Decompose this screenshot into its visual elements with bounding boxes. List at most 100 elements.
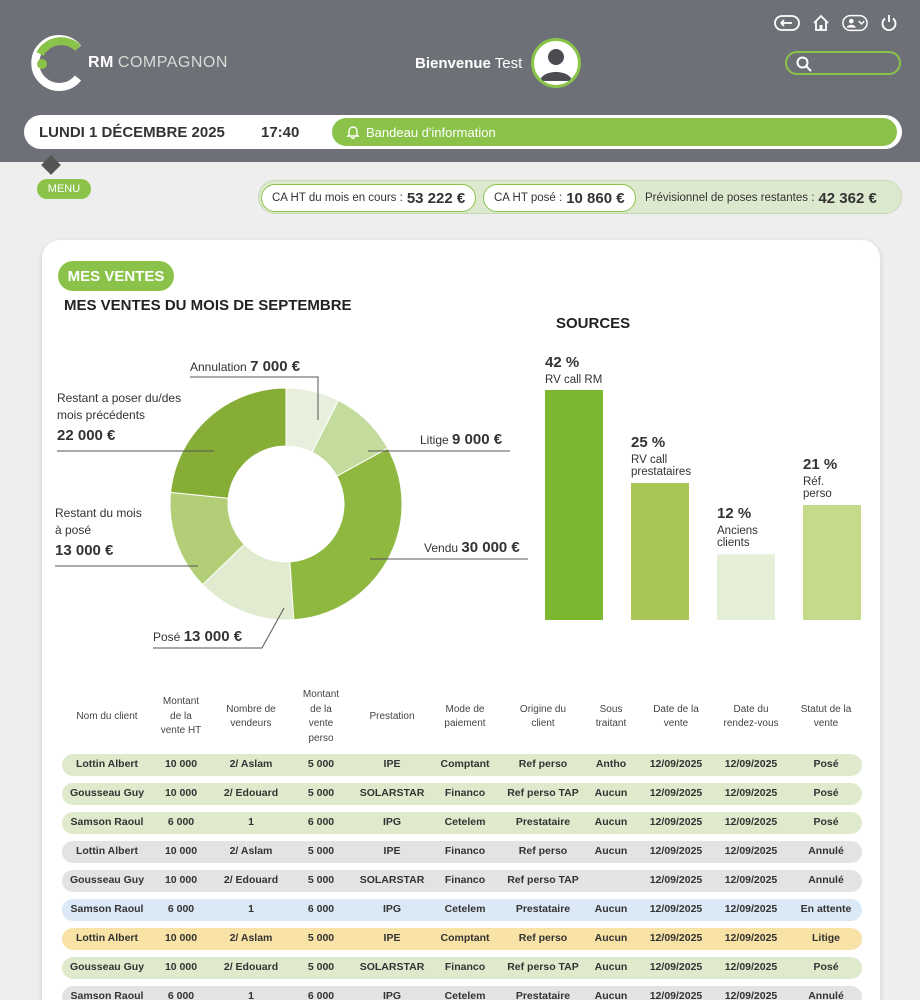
table-cell: IPG xyxy=(382,990,402,1000)
table-row[interactable]: Gousseau Guy 10 000 2/ Edouard 5 000 SOLARST… xyxy=(62,957,862,979)
table-cell: 6 000 xyxy=(307,816,335,828)
table-cell: Lottin Albert xyxy=(75,932,138,944)
logout-icon[interactable] xyxy=(774,12,800,34)
table-cell: 10 000 xyxy=(164,961,198,973)
table-cell: Antho xyxy=(595,758,627,770)
table-cell: 12/09/2025 xyxy=(724,758,778,770)
table-cell: Gousseau Guy xyxy=(69,787,145,799)
table-header-text: Nom du client xyxy=(76,710,138,722)
kpi-bar: CA HT du mois en cours :53 222 € CA HT p… xyxy=(258,180,902,214)
table-header-text: client xyxy=(531,718,555,729)
table-cell: Cetelem xyxy=(444,903,486,915)
table-cell: 10 000 xyxy=(164,758,198,770)
avatar[interactable] xyxy=(531,38,581,88)
source-bar-category: RV call xyxy=(631,453,668,466)
current-time: 17:40 xyxy=(261,124,300,141)
table-header-cell[interactable]: Mode de paiement xyxy=(430,684,500,750)
table-header-text: Montant xyxy=(302,689,340,700)
table-header-text: Nombre de xyxy=(226,703,276,715)
table-cell: Lottin Albert xyxy=(75,845,138,857)
menu-button[interactable]: MENU xyxy=(37,179,91,199)
table-header-cell[interactable]: Prestation xyxy=(354,684,430,750)
source-bar-category: Anciens xyxy=(717,524,758,537)
table-header-text: traitant xyxy=(595,718,627,729)
kpi-label: Prévisionnel de poses restantes : xyxy=(645,192,815,204)
donut-label-text: mois précédents xyxy=(57,408,146,423)
table-cell: 2/ Edouard xyxy=(223,961,279,973)
table-row[interactable]: Samson Raoul 6 000 1 6 000 IPG Cetelem Prestat… xyxy=(62,812,862,834)
search-input[interactable] xyxy=(785,51,901,75)
table-row[interactable]: Gousseau Guy 10 000 2/ Edouard 5 000 SOLARST… xyxy=(62,783,862,805)
table-cell: Samson Raoul xyxy=(70,990,144,1000)
table-cell: Aucun xyxy=(594,903,628,915)
table-cell: 6 000 xyxy=(167,903,195,915)
donut-label-text: Annulation xyxy=(190,360,247,374)
sources-title: SOURCES xyxy=(556,315,631,332)
table-cell: Prestataire xyxy=(515,903,571,915)
table-row[interactable]: Lottin Albert 10 000 2/ Aslam 5 000 IPE Finan… xyxy=(62,841,862,863)
table-header-text: perso xyxy=(308,732,334,744)
home-icon[interactable] xyxy=(808,12,834,34)
table-header-cell[interactable]: Sous traitant xyxy=(584,684,638,750)
donut-label: Vendu 30 000 € xyxy=(424,537,520,559)
table-header-cell[interactable]: Statut de la vente xyxy=(790,684,862,750)
table-cell: IPE xyxy=(383,758,401,770)
table-cell: Aucun xyxy=(594,961,628,973)
table-header-cell[interactable]: Date du rendez-vous xyxy=(712,684,790,750)
table-header-text: de la xyxy=(170,710,192,722)
source-bar-label: 42 % RV call RM xyxy=(545,354,602,386)
table-row[interactable]: Lottin Albert 10 000 2/ Aslam 5 000 IPE Compt… xyxy=(62,928,862,950)
table-cell: 12/09/2025 xyxy=(724,874,778,886)
table-cell: SOLARSTAR xyxy=(359,874,425,886)
table-cell: 5 000 xyxy=(307,961,335,973)
kpi-label: CA HT du mois en cours : xyxy=(272,192,403,204)
donut-label: Restant a poser du/des mois précédents 22 … xyxy=(57,390,181,447)
table-header-cell[interactable]: Nom du client xyxy=(62,684,152,750)
donut-label-text: à posé xyxy=(55,523,92,538)
table-cell: 6 000 xyxy=(307,903,335,915)
table-row[interactable]: Lottin Albert 10 000 2/ Aslam 5 000 IPE Compt… xyxy=(62,754,862,776)
info-banner[interactable]: Bandeau d'information xyxy=(332,118,897,146)
table-header-text: paiement xyxy=(444,718,486,729)
table-cell: 12/09/2025 xyxy=(649,787,703,799)
table-row[interactable]: Samson Raoul 6 000 1 6 000 IPG Cetelem Prestat… xyxy=(62,899,862,921)
table-cell: 12/09/2025 xyxy=(724,816,778,828)
table-cell: 10 000 xyxy=(164,845,198,857)
user-menu-icon[interactable] xyxy=(842,12,868,34)
table-header-text: rendez-vous xyxy=(723,718,779,729)
table-row[interactable]: Gousseau Guy 10 000 2/ Edouard 5 000 SOLARST… xyxy=(62,870,862,892)
logo[interactable]: RM COMPAGNON xyxy=(30,34,230,92)
table-cell: Cetelem xyxy=(444,990,486,1000)
table-header-text: Mode de xyxy=(445,703,485,715)
kpi-value: 53 222 € xyxy=(406,189,466,207)
table-cell: 12/09/2025 xyxy=(649,758,703,770)
table-header-cell[interactable]: Date de la vente xyxy=(638,684,714,750)
kpi-value: 42 362 € xyxy=(818,189,877,207)
top-icons xyxy=(774,12,902,34)
current-date: LUNDI 1 DÉCEMBRE 2025 xyxy=(39,124,225,141)
donut-value: 7 000 € xyxy=(250,358,301,375)
table-row[interactable]: Samson Raoul 6 000 1 6 000 IPG Cetelem Prestat… xyxy=(62,986,862,1000)
table-cell: Financo xyxy=(444,845,486,857)
kpi-ca-mois: CA HT du mois en cours :53 222 € xyxy=(261,184,477,212)
table-cell: 5 000 xyxy=(307,932,335,944)
table-cell: 10 000 xyxy=(164,874,198,886)
source-bar-value: 42 % xyxy=(545,354,580,371)
logo-text: RM COMPAGNON xyxy=(88,54,228,72)
table-header-cell[interactable]: Nombre de vendeurs xyxy=(214,684,288,750)
table-cell: Posé xyxy=(813,961,839,973)
power-icon[interactable] xyxy=(876,12,902,34)
table-cell: 12/09/2025 xyxy=(649,845,703,857)
table-header-text: vendeurs xyxy=(230,718,272,729)
donut-label: Restant du mois à posé 13 000 € xyxy=(55,505,142,562)
table-header-cell[interactable]: Origine du client xyxy=(502,684,584,750)
source-bar-category: Réf. xyxy=(803,475,825,488)
table-header-cell[interactable]: Montant de la vente HT xyxy=(152,684,210,750)
table-header-cell[interactable]: Montant de la vente perso xyxy=(290,684,352,750)
table-header-text: Statut de la xyxy=(800,703,852,715)
logo-rm: RM xyxy=(88,54,114,71)
table-cell: Posé xyxy=(813,816,839,828)
table-cell: Comptant xyxy=(440,932,490,944)
table-cell: 10 000 xyxy=(164,932,198,944)
donut-label-text: Restant a poser du/des xyxy=(57,391,182,405)
